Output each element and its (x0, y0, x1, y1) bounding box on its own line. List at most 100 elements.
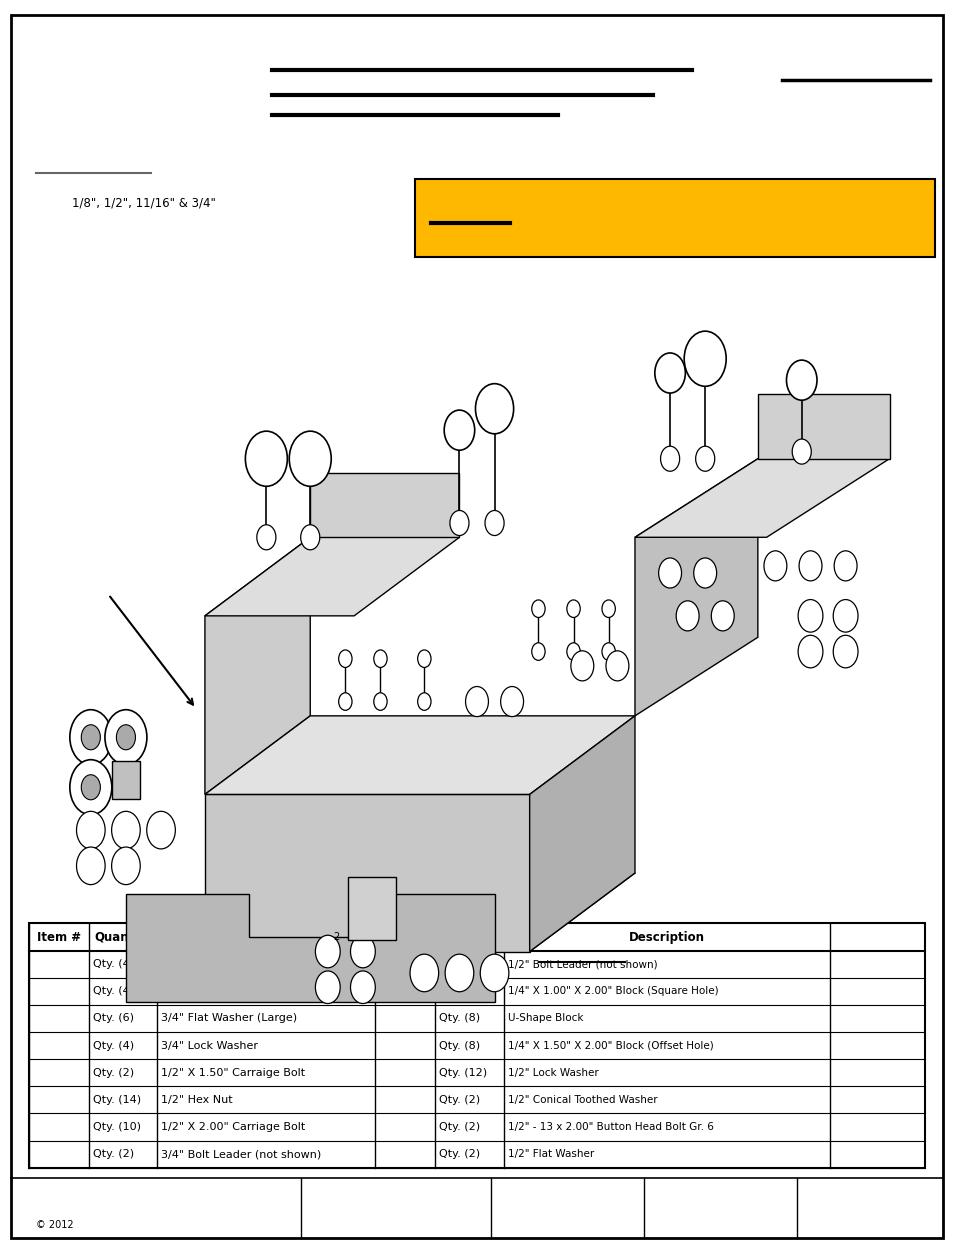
Circle shape (417, 693, 431, 710)
Text: Qty. (2): Qty. (2) (438, 1149, 479, 1159)
Polygon shape (757, 395, 888, 459)
Text: Qty. (2): Qty. (2) (438, 1123, 479, 1131)
Bar (415, 179, 934, 257)
Text: Qty. (6): Qty. (6) (92, 1014, 133, 1024)
Polygon shape (205, 873, 635, 951)
Text: Qty. (8): Qty. (8) (438, 1041, 479, 1050)
Circle shape (70, 709, 112, 764)
Circle shape (566, 643, 579, 660)
Text: 1/2" Conical Toothed Washer: 1/2" Conical Toothed Washer (507, 1095, 657, 1105)
Circle shape (791, 439, 810, 464)
Text: Qty. (4): Qty. (4) (92, 986, 133, 996)
Circle shape (315, 971, 340, 1004)
Circle shape (315, 935, 340, 967)
Circle shape (465, 687, 488, 717)
Text: 2: 2 (334, 932, 339, 942)
Text: Quantity: Quantity (440, 931, 497, 944)
Text: 3/4" Hex Nut: 3/4" Hex Nut (161, 986, 233, 996)
Text: 1/8", 1/2", 11/16" & 3/4": 1/8", 1/2", 11/16" & 3/4" (71, 197, 215, 209)
Circle shape (445, 955, 474, 992)
Text: Qty. (2): Qty. (2) (438, 960, 479, 969)
Text: Qty. (8): Qty. (8) (438, 1014, 479, 1024)
Circle shape (798, 635, 822, 668)
Polygon shape (529, 715, 635, 951)
Circle shape (338, 693, 352, 710)
Circle shape (531, 643, 544, 660)
Circle shape (112, 812, 140, 850)
Circle shape (570, 650, 593, 680)
Polygon shape (635, 459, 888, 538)
Text: 1/2" Bolt Leader (not shown): 1/2" Bolt Leader (not shown) (507, 960, 657, 969)
Text: Qty. (10): Qty. (10) (92, 1123, 140, 1131)
Bar (112, 762, 140, 799)
Circle shape (479, 955, 508, 992)
Text: Description: Description (628, 931, 704, 944)
Circle shape (417, 650, 431, 668)
Text: 1/2" X 1.50" Carraige Bolt: 1/2" X 1.50" Carraige Bolt (161, 1068, 305, 1078)
Circle shape (410, 955, 438, 992)
Circle shape (654, 353, 684, 393)
Text: Qty. (4): Qty. (4) (92, 1041, 133, 1050)
Text: 3/4" X 1-1/2 Hex Bolt: 3/4" X 1-1/2 Hex Bolt (161, 960, 278, 969)
Circle shape (605, 650, 628, 680)
Bar (29, 923, 924, 1168)
Text: 3/4" Bolt Leader (not shown): 3/4" Bolt Leader (not shown) (161, 1149, 321, 1159)
Polygon shape (205, 538, 459, 616)
Text: 1/4" X 1.00" X 2.00" Block (Square Hole): 1/4" X 1.00" X 2.00" Block (Square Hole) (507, 986, 718, 996)
Circle shape (450, 510, 469, 535)
Text: U-Shape Block: U-Shape Block (507, 1014, 582, 1024)
Circle shape (350, 935, 375, 967)
Text: Qty. (2): Qty. (2) (438, 1095, 479, 1105)
Circle shape (601, 643, 615, 660)
Text: Qty. (14): Qty. (14) (92, 1095, 140, 1105)
Text: Qty. (2): Qty. (2) (92, 1068, 133, 1078)
Circle shape (659, 446, 679, 471)
Text: 1/2" Lock Washer: 1/2" Lock Washer (507, 1068, 598, 1078)
Circle shape (289, 431, 331, 486)
Circle shape (256, 525, 275, 550)
Circle shape (798, 600, 822, 632)
Circle shape (112, 847, 140, 885)
Circle shape (531, 600, 544, 618)
Polygon shape (310, 472, 459, 538)
Text: © 2012: © 2012 (36, 1220, 73, 1230)
Circle shape (245, 431, 287, 486)
Circle shape (76, 847, 105, 885)
Circle shape (81, 774, 100, 799)
Circle shape (566, 600, 579, 618)
Circle shape (300, 525, 319, 550)
Circle shape (374, 693, 387, 710)
Text: Qty. (2): Qty. (2) (438, 986, 479, 996)
Circle shape (374, 650, 387, 668)
Text: 1/2" Flat Washer: 1/2" Flat Washer (507, 1149, 593, 1159)
Circle shape (76, 812, 105, 850)
Circle shape (116, 724, 135, 749)
Polygon shape (205, 538, 310, 794)
Circle shape (832, 635, 857, 668)
Polygon shape (205, 715, 635, 794)
Circle shape (693, 558, 716, 588)
Circle shape (350, 971, 375, 1004)
Circle shape (601, 600, 615, 618)
Circle shape (832, 600, 857, 632)
Text: 1/2" - 13 x 2.00" Button Head Bolt Gr. 6: 1/2" - 13 x 2.00" Button Head Bolt Gr. 6 (507, 1123, 713, 1131)
Text: Quantity: Quantity (94, 931, 152, 944)
Text: Qty. (2): Qty. (2) (92, 1149, 133, 1159)
Text: Qty. (4): Qty. (4) (92, 960, 133, 969)
Circle shape (695, 446, 714, 471)
Circle shape (105, 709, 147, 764)
Circle shape (658, 558, 680, 588)
Circle shape (70, 759, 112, 814)
Circle shape (444, 410, 475, 450)
Text: 1/2" Hex Nut: 1/2" Hex Nut (161, 1095, 233, 1105)
Text: Qty. (12): Qty. (12) (438, 1068, 486, 1078)
Circle shape (338, 650, 352, 668)
Text: 1/2" X 2.00" Carriage Bolt: 1/2" X 2.00" Carriage Bolt (161, 1123, 305, 1131)
Circle shape (147, 812, 175, 850)
Circle shape (799, 551, 821, 581)
Text: 1/4" X 1.50" X 2.00" Block (Offset Hole): 1/4" X 1.50" X 2.00" Block (Offset Hole) (507, 1041, 713, 1050)
Text: 3/4" Flat Washer (Large): 3/4" Flat Washer (Large) (161, 1014, 297, 1024)
Circle shape (676, 601, 699, 630)
Text: Item #: Item # (36, 931, 81, 944)
Text: Item #: Item # (382, 931, 427, 944)
